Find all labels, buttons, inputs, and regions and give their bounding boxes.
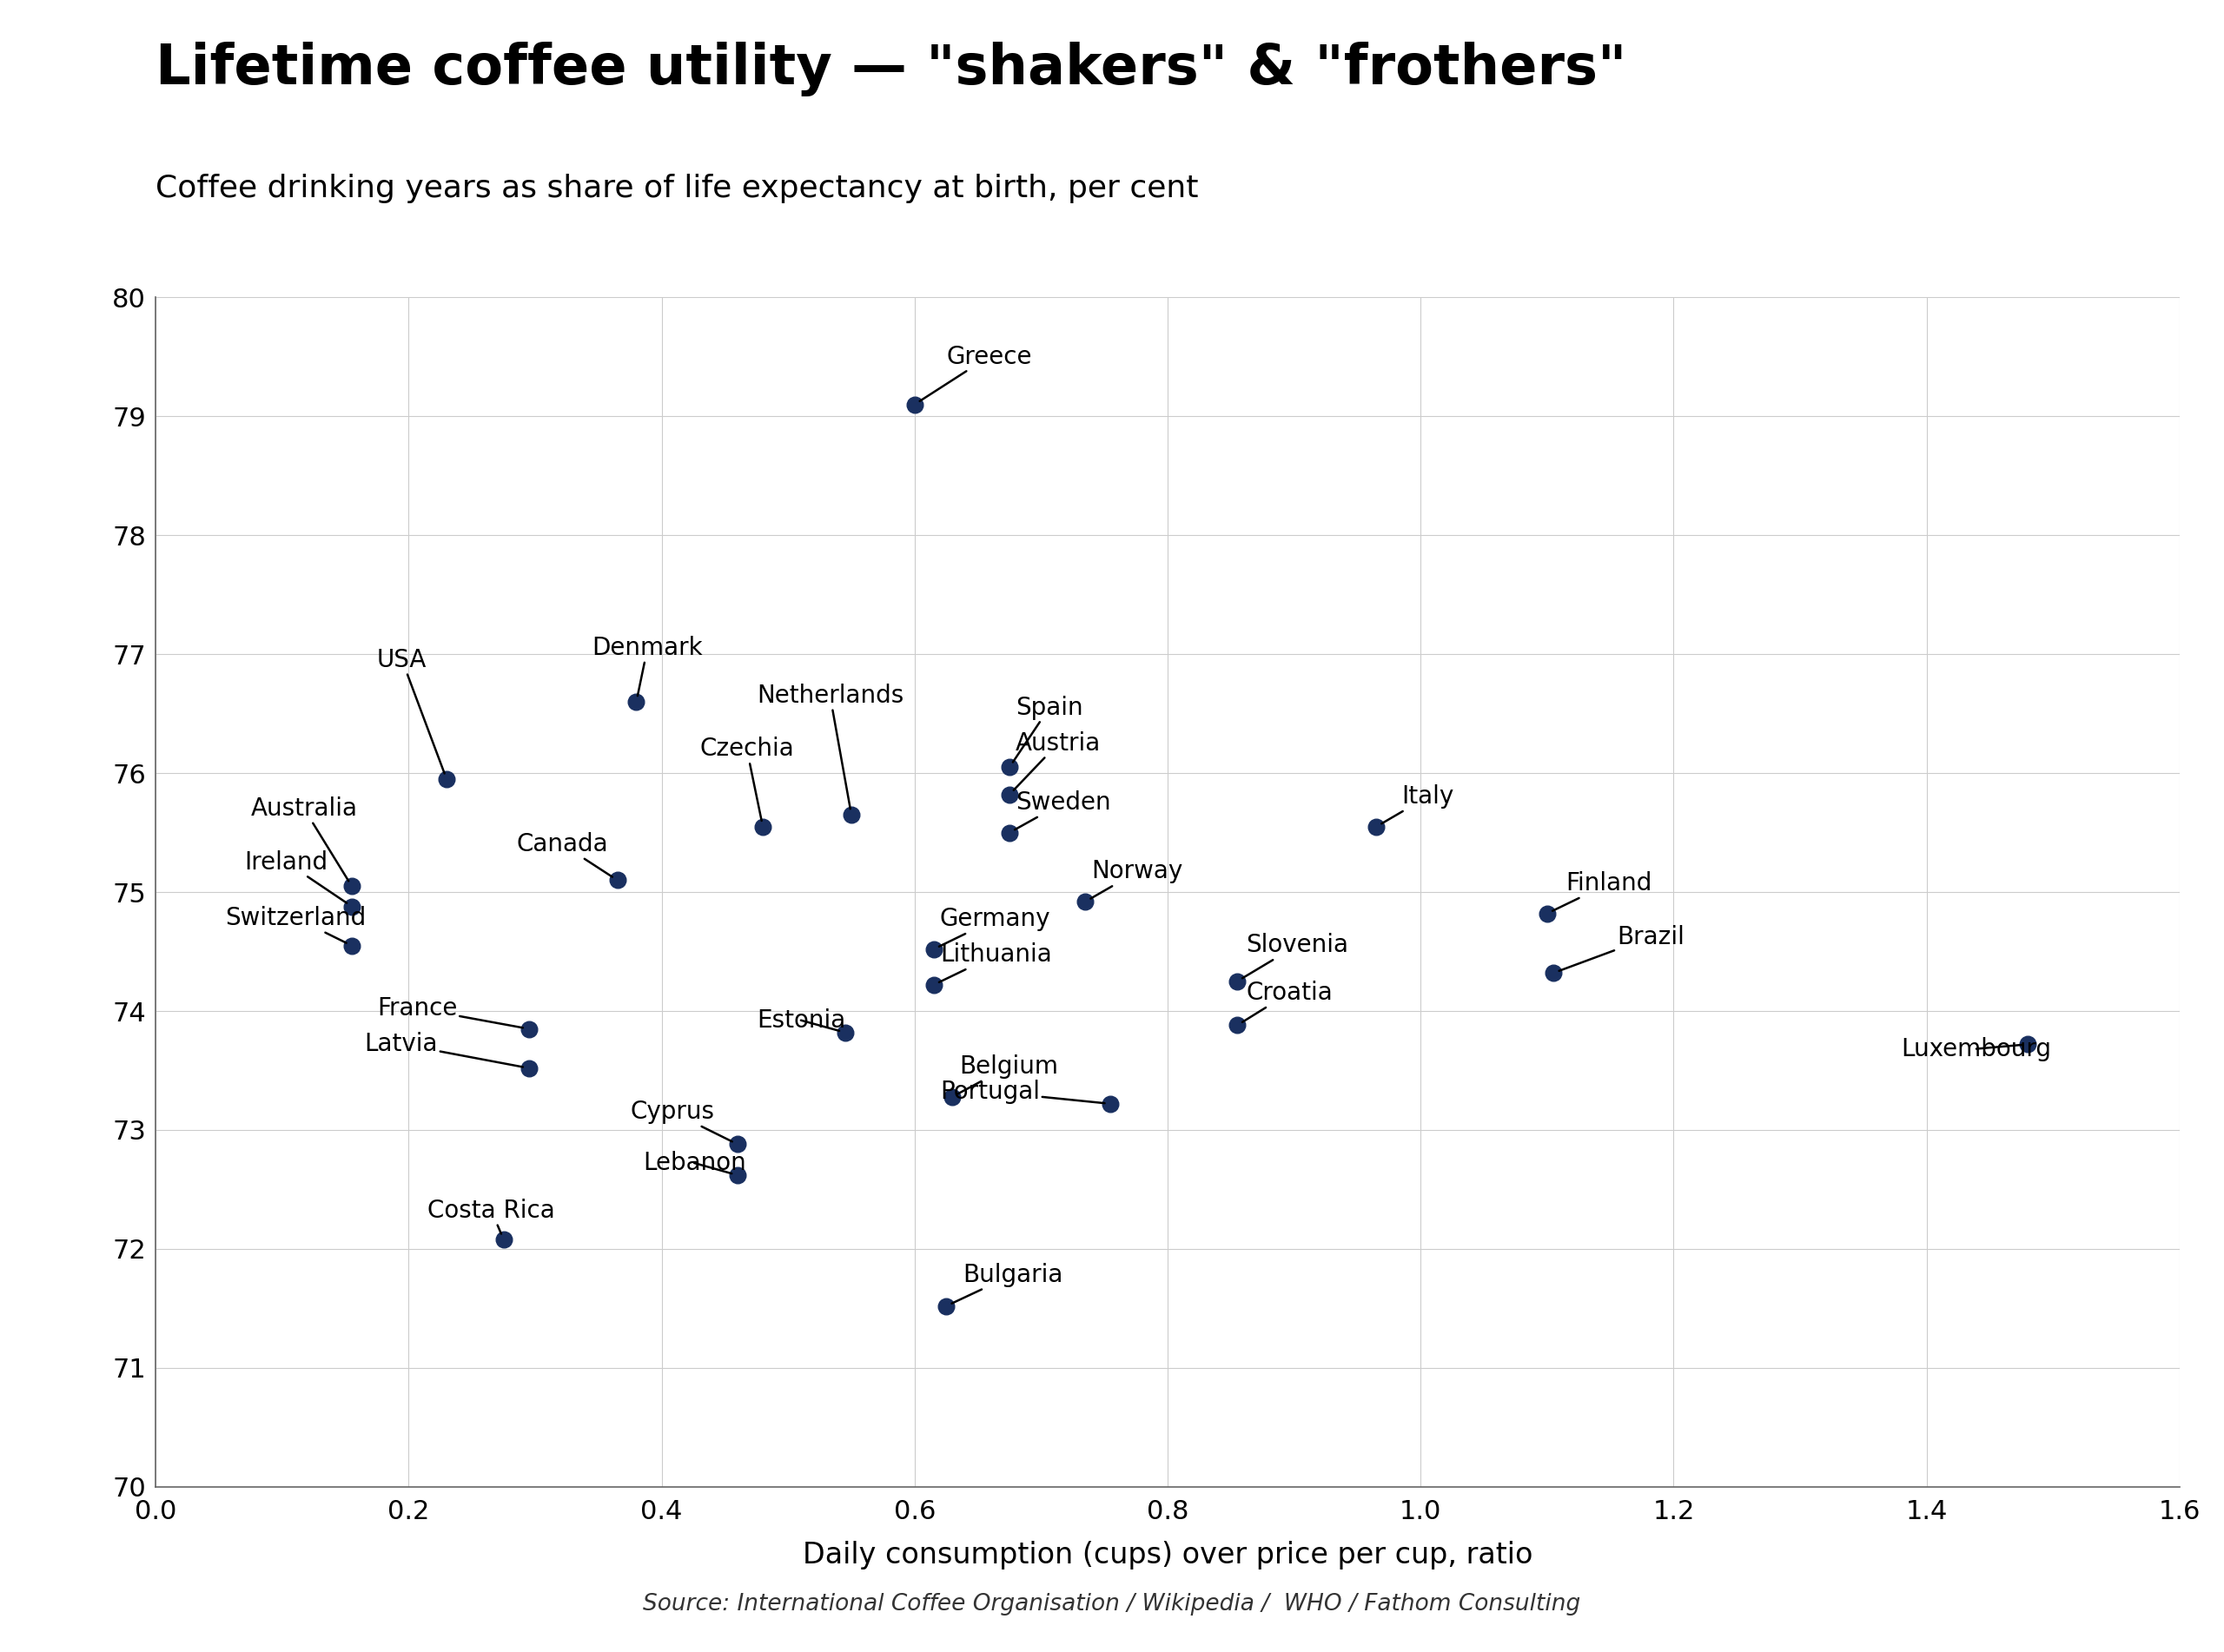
Point bbox=[916, 971, 952, 998]
Point bbox=[600, 867, 636, 894]
Point bbox=[992, 781, 1027, 808]
Point bbox=[1535, 960, 1570, 986]
Text: France: France bbox=[378, 996, 523, 1028]
Text: Estonia: Estonia bbox=[756, 1008, 845, 1032]
Point bbox=[334, 894, 369, 920]
Point bbox=[1219, 1013, 1254, 1039]
Text: Finland: Finland bbox=[1552, 871, 1652, 910]
Text: Croatia: Croatia bbox=[1243, 981, 1332, 1023]
Text: USA: USA bbox=[378, 648, 445, 773]
X-axis label: Daily consumption (cups) over price per cup, ratio: Daily consumption (cups) over price per … bbox=[803, 1541, 1532, 1569]
Point bbox=[485, 1226, 520, 1252]
Point bbox=[1092, 1090, 1128, 1117]
Point bbox=[618, 689, 654, 715]
Text: Slovenia: Slovenia bbox=[1243, 933, 1348, 978]
Text: Sweden: Sweden bbox=[1014, 790, 1112, 829]
Point bbox=[721, 1161, 756, 1188]
Point bbox=[927, 1294, 963, 1320]
Point bbox=[334, 872, 369, 899]
Point bbox=[512, 1056, 547, 1082]
Text: Cyprus: Cyprus bbox=[629, 1100, 732, 1142]
Text: Coffee drinking years as share of life expectancy at birth, per cent: Coffee drinking years as share of life e… bbox=[156, 173, 1199, 203]
Text: Brazil: Brazil bbox=[1559, 925, 1684, 971]
Point bbox=[916, 937, 952, 963]
Text: Lithuania: Lithuania bbox=[939, 943, 1052, 983]
Point bbox=[992, 819, 1027, 846]
Point bbox=[1530, 900, 1566, 927]
Point bbox=[834, 801, 870, 828]
Point bbox=[992, 753, 1027, 780]
Point bbox=[429, 767, 465, 793]
Text: Costa Rica: Costa Rica bbox=[427, 1198, 556, 1234]
Text: Switzerland: Switzerland bbox=[225, 905, 367, 943]
Point bbox=[896, 392, 932, 418]
Text: Italy: Italy bbox=[1381, 785, 1454, 824]
Text: Czechia: Czechia bbox=[701, 737, 794, 821]
Text: Portugal: Portugal bbox=[941, 1079, 1105, 1104]
Text: Belgium: Belgium bbox=[959, 1054, 1059, 1094]
Point bbox=[1068, 889, 1103, 915]
Text: Spain: Spain bbox=[1012, 695, 1083, 762]
Text: Lebanon: Lebanon bbox=[643, 1151, 745, 1175]
Text: Ireland: Ireland bbox=[245, 849, 347, 904]
Text: Greece: Greece bbox=[921, 344, 1032, 401]
Text: Germany: Germany bbox=[939, 907, 1050, 947]
Text: Lifetime coffee utility — "shakers" & "frothers": Lifetime coffee utility — "shakers" & "f… bbox=[156, 41, 1626, 96]
Point bbox=[721, 1132, 756, 1158]
Point bbox=[2010, 1031, 2046, 1057]
Text: Norway: Norway bbox=[1090, 859, 1183, 899]
Point bbox=[827, 1019, 863, 1046]
Point bbox=[334, 932, 369, 958]
Text: Latvia: Latvia bbox=[365, 1032, 523, 1067]
Text: Netherlands: Netherlands bbox=[756, 684, 903, 809]
Text: Austria: Austria bbox=[1014, 730, 1101, 790]
Text: Australia: Australia bbox=[251, 796, 358, 881]
Point bbox=[1219, 968, 1254, 995]
Point bbox=[934, 1084, 970, 1110]
Text: Denmark: Denmark bbox=[592, 636, 703, 695]
Point bbox=[1359, 813, 1394, 839]
Text: Source: International Coffee Organisation / Wikipedia /  WHO / Fathom Consulting: Source: International Coffee Organisatio… bbox=[643, 1593, 1581, 1616]
Point bbox=[512, 1016, 547, 1042]
Point bbox=[745, 813, 781, 839]
Text: Canada: Canada bbox=[516, 833, 612, 877]
Text: Bulgaria: Bulgaria bbox=[952, 1262, 1063, 1303]
Text: Luxembourg: Luxembourg bbox=[1902, 1037, 2051, 1061]
